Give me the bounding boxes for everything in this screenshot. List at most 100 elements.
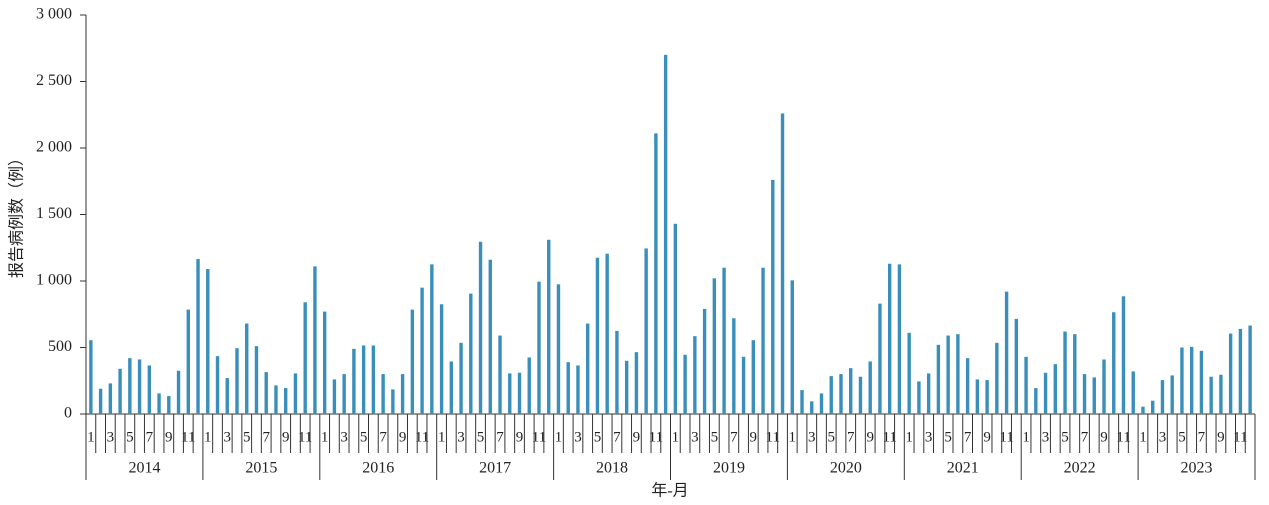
- bar: [810, 401, 814, 414]
- bar: [907, 332, 911, 414]
- x-tick-label: 9: [516, 429, 524, 445]
- bar: [128, 358, 132, 414]
- bar: [595, 257, 600, 414]
- bar: [488, 259, 492, 414]
- x-tick-label: 5: [1178, 429, 1186, 445]
- x-tick-label: 1: [789, 429, 797, 445]
- bar: [624, 360, 629, 414]
- x-tick-label: 11: [1233, 429, 1247, 445]
- bar: [1238, 328, 1243, 414]
- x-tick-label: 7: [379, 429, 387, 445]
- bar: [254, 346, 259, 414]
- bar: [1004, 291, 1009, 414]
- bar: [498, 335, 502, 414]
- bar: [274, 385, 278, 414]
- x-tick-label: 5: [1061, 429, 1069, 445]
- x-tick-label: 7: [847, 429, 855, 445]
- x-tick-label: 9: [282, 429, 290, 445]
- bar: [995, 342, 999, 414]
- x-tick-label: 3: [457, 429, 465, 445]
- bar: [956, 334, 960, 414]
- x-tick-label: 9: [750, 429, 758, 445]
- bar: [673, 223, 678, 414]
- x-tick-label: 3: [224, 429, 232, 445]
- bar: [371, 345, 376, 414]
- x-tick-label: 1: [87, 429, 95, 445]
- bar: [1082, 374, 1087, 414]
- bar: [1024, 356, 1028, 414]
- x-tick-label: 5: [944, 429, 952, 445]
- bar: [118, 368, 122, 414]
- x-tick-label: 3: [574, 429, 582, 445]
- bar: [1209, 376, 1213, 414]
- x-tick-label: 3: [808, 429, 816, 445]
- bar: [1034, 388, 1038, 414]
- year-label: 2014: [128, 460, 160, 477]
- bar: [1248, 325, 1252, 414]
- year-label: 2016: [362, 460, 394, 477]
- x-tick-label: 7: [1081, 429, 1089, 445]
- bar: [732, 318, 736, 414]
- bar: [352, 348, 356, 414]
- year-label: 2021: [947, 460, 979, 477]
- bar: [478, 241, 483, 414]
- bar: [663, 54, 668, 415]
- x-tick-label: 11: [1116, 429, 1130, 445]
- y-tick-label: 1 500: [36, 205, 72, 222]
- bar: [615, 330, 619, 414]
- bar: [284, 388, 288, 414]
- bar: [683, 354, 687, 414]
- x-tick-label: 11: [999, 429, 1013, 445]
- x-tick-label: 1: [321, 429, 329, 445]
- bar: [1160, 380, 1165, 414]
- bar: [829, 376, 833, 414]
- x-tick-label: 9: [399, 429, 407, 445]
- bar: [644, 248, 648, 414]
- bar: [1121, 296, 1126, 414]
- bar: [1131, 371, 1135, 414]
- bar: [98, 388, 103, 414]
- bar: [771, 179, 775, 414]
- bar: [391, 389, 395, 414]
- bar: [430, 264, 434, 414]
- year-label: 2022: [1064, 460, 1096, 477]
- year-label: 2023: [1181, 460, 1213, 477]
- x-tick-label: 5: [594, 429, 602, 445]
- bar: [303, 302, 307, 414]
- bar: [751, 340, 756, 414]
- bar: [537, 281, 541, 414]
- bar: [702, 308, 707, 414]
- bar: [858, 376, 863, 414]
- bar: [605, 253, 609, 414]
- x-tick-label: 1: [905, 429, 913, 445]
- year-label: 2017: [479, 460, 511, 477]
- bar: [410, 309, 415, 414]
- x-tick-label: 7: [262, 429, 270, 445]
- x-tick-label: 11: [649, 429, 663, 445]
- bar: [215, 356, 220, 414]
- x-tick-label: 5: [827, 429, 835, 445]
- bar: [1151, 400, 1155, 414]
- bar: [108, 383, 113, 414]
- bar: [722, 267, 726, 414]
- bar: [556, 284, 561, 414]
- x-tick-label: 11: [882, 429, 896, 445]
- bar: [849, 368, 853, 414]
- bar: [469, 293, 473, 414]
- year-label: 2020: [830, 460, 862, 477]
- x-tick-label: 5: [477, 429, 485, 445]
- x-tick-label: 7: [496, 429, 504, 445]
- bar: [1073, 334, 1077, 414]
- x-tick-label: 3: [1042, 429, 1050, 445]
- bar: [186, 309, 190, 414]
- bar: [566, 362, 570, 414]
- x-tick-label: 7: [730, 429, 738, 445]
- bar: [517, 372, 522, 414]
- x-tick-label: 11: [298, 429, 312, 445]
- year-label: 2018: [596, 460, 628, 477]
- y-tick-label: 2 000: [36, 139, 72, 156]
- bar: [1141, 406, 1145, 414]
- x-tick-label: 3: [691, 429, 699, 445]
- bar: [975, 379, 980, 414]
- x-tick-label: 5: [243, 429, 251, 445]
